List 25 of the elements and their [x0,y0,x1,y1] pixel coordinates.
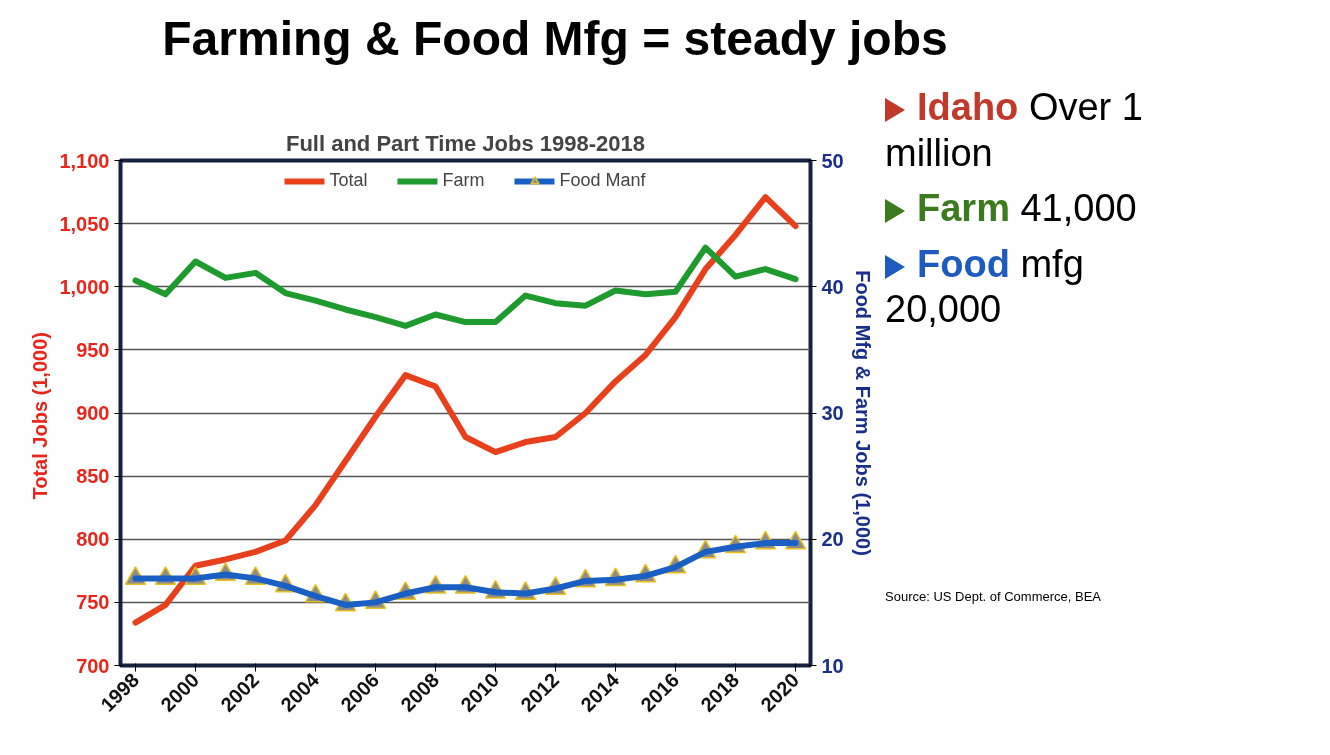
text: Food mfg 20,000 [885,241,1085,333]
y-tick-label: 700 [76,654,110,677]
y-tick-label: 800 [76,528,110,551]
y-tick-label: 900 [76,402,110,424]
chart-title: Farming & Food Mfg = steady jobs [162,11,948,67]
y-tick-label: 750 [76,591,110,614]
y-tick-label: 850 [76,465,110,488]
y-tick-label: 1,000 [59,275,110,298]
y2-tick-label: 20 [821,528,844,551]
y2-tick-label: 30 [821,402,844,424]
y-tick-label: 1,050 [59,212,110,235]
source-note: Source: US Dept. of Commerce, BEA [885,587,1102,606]
legend-label: Food Manf [559,170,646,191]
y2-tick-label: 10 [821,654,844,677]
y2-tick-label: 50 [821,149,844,172]
y-tick-label: 950 [76,338,110,361]
legend-label: Total [329,170,368,191]
y-axis-title: Total Jobs (1,000) [29,332,52,500]
y2-axis-title: Food Mfg & Farm Jobs (1,000) [851,270,874,556]
y-tick-label: 1,100 [59,149,110,172]
legend-label: Farm [442,170,485,191]
text: Idaho Over 1 million [885,85,1144,176]
text: Farm 41,000 [916,186,1137,232]
chart-subtitle: Full and Part Time Jobs 1998-2018 [285,130,646,156]
y2-tick-label: 40 [821,275,844,298]
